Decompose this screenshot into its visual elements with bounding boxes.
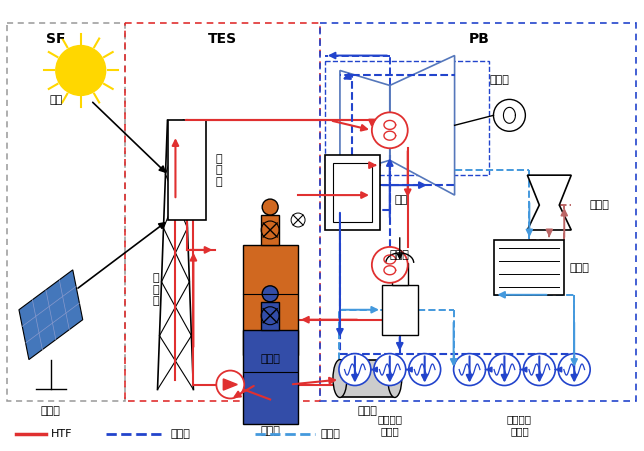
Text: PB: PB [469,32,490,46]
Text: 除氧器: 除氧器 [390,250,410,260]
Text: 冷温罐: 冷温罐 [260,426,280,437]
Text: 高压给水
加热器: 高压给水 加热器 [507,414,532,436]
Polygon shape [390,55,455,195]
Circle shape [453,354,486,386]
Bar [320,23,636,401]
Text: 吸
热
塔: 吸 热 塔 [152,273,159,306]
Text: 冷凝器: 冷凝器 [569,263,589,273]
Bar [325,60,489,175]
Bar [325,155,380,230]
Ellipse shape [388,359,402,397]
Text: 冷凝水: 冷凝水 [320,429,340,439]
Circle shape [524,354,555,386]
Bar [243,245,298,354]
Text: 冷却塔: 冷却塔 [589,200,609,210]
Text: 太阳: 太阳 [49,95,62,106]
Text: 水蒸气: 水蒸气 [171,429,191,439]
Circle shape [216,371,244,399]
Text: 低压给水
加热器: 低压给水 加热器 [377,414,402,436]
Circle shape [558,354,590,386]
Text: 锅炉: 锅炉 [395,195,408,205]
Bar [169,120,206,220]
Text: 吸
热
器: 吸 热 器 [215,154,222,187]
Circle shape [409,354,440,386]
Circle shape [262,286,278,302]
Circle shape [262,199,278,215]
Circle shape [339,354,371,386]
Polygon shape [527,175,571,230]
Text: SF: SF [46,32,66,46]
Bar [243,330,298,424]
Circle shape [56,46,106,96]
Bar [261,302,279,330]
Text: 膨胀箱: 膨胀箱 [358,406,378,416]
Ellipse shape [333,359,347,397]
Circle shape [374,354,406,386]
Bar [340,359,395,397]
Bar [7,23,124,401]
Bar [392,263,408,285]
Polygon shape [340,70,390,175]
Bar [261,215,279,245]
Circle shape [493,99,526,131]
Bar [495,240,564,295]
Polygon shape [19,270,82,359]
Circle shape [372,112,408,148]
Polygon shape [223,379,237,390]
Circle shape [489,354,520,386]
Circle shape [372,247,408,283]
Bar [382,285,418,335]
Text: 汽轮机: 汽轮机 [489,75,509,85]
Text: 定日镜: 定日镜 [41,406,61,416]
Bar [124,23,320,401]
Text: HTF: HTF [51,429,72,439]
Text: 高温罐: 高温罐 [260,354,280,364]
Bar [333,163,372,222]
Text: TES: TES [208,32,237,46]
